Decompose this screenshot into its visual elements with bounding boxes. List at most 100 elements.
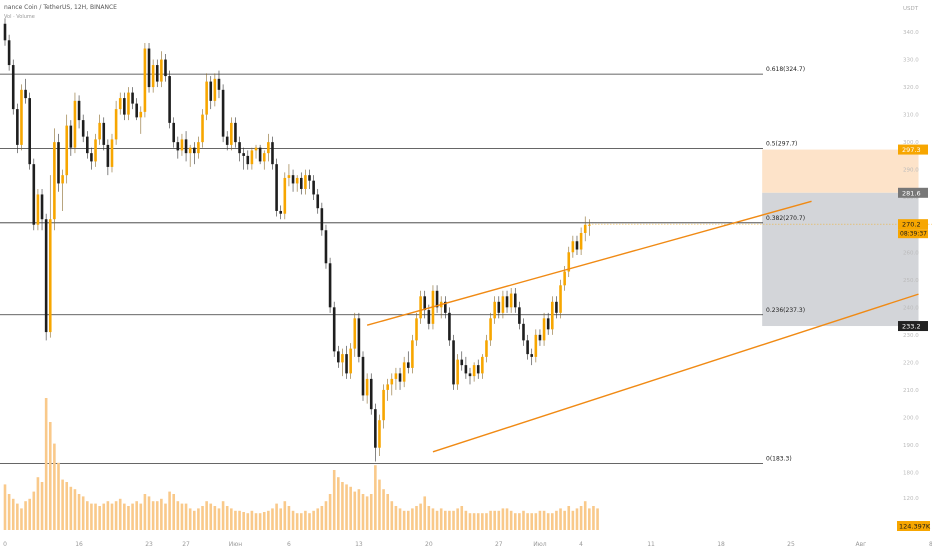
candle [530, 348, 534, 366]
axis-currency-label: USDT [903, 6, 919, 12]
volume-bar [489, 510, 492, 530]
volume-bar [250, 510, 254, 530]
volume-bar [472, 513, 476, 530]
volume-bar [349, 486, 352, 530]
candle-body [3, 23, 7, 41]
candle [209, 76, 213, 110]
volume-bar [205, 501, 208, 530]
volume-bar [48, 422, 52, 530]
candle [57, 133, 60, 192]
volume-bar [431, 508, 435, 530]
candle-body [411, 340, 414, 368]
candle-body [526, 340, 529, 355]
volume-bar [275, 503, 278, 530]
candle [365, 373, 369, 404]
candle-body [160, 59, 163, 82]
candle-body [275, 164, 278, 211]
candle-body [542, 318, 546, 341]
candle-body [279, 210, 283, 214]
candle-body [262, 153, 266, 162]
candle-body [361, 356, 365, 396]
candle-body [102, 122, 106, 145]
candle [493, 296, 496, 324]
countdown-label: 08:39:37 [900, 231, 927, 238]
volume-bar [192, 510, 196, 530]
candle-body [493, 301, 496, 319]
volume-bar [20, 508, 23, 530]
volume-label-text: 124.397K [899, 523, 931, 531]
axis-price-tick: 190.0 [903, 443, 919, 449]
time-axis: 0162327Июн6132027Июл4111825Авг815 [3, 541, 932, 548]
volume-bar [176, 501, 180, 530]
candle-body [295, 177, 299, 184]
price-label-text: 297.3 [902, 146, 921, 154]
candle-body [36, 194, 40, 225]
volume-bar [328, 494, 332, 530]
candle [225, 131, 229, 151]
volume-bar [299, 513, 303, 530]
candle-body [16, 109, 19, 145]
volume-bar [555, 510, 558, 530]
candle [192, 142, 196, 165]
candle-body [563, 271, 566, 286]
volume-bar [357, 489, 361, 530]
candle [546, 312, 550, 335]
volume-bar [7, 494, 11, 530]
axis-time-tick: 18 [717, 541, 725, 548]
position-zones [762, 149, 919, 327]
candle-body [254, 147, 258, 151]
candle [73, 92, 77, 154]
volume-bar [287, 506, 291, 530]
candle [444, 296, 447, 319]
candle-body [382, 389, 385, 421]
candle [571, 235, 575, 258]
candle-body [250, 150, 254, 165]
candle-body [550, 301, 554, 330]
candle-body [328, 263, 332, 308]
candle-body [534, 334, 538, 357]
candle-body [505, 296, 509, 308]
candle-body [271, 142, 274, 165]
axis-price-tick: 210.0 [903, 388, 919, 394]
candle [230, 117, 233, 151]
candle-body [427, 310, 431, 324]
price-label-text: 281.6 [902, 189, 921, 197]
price-label-bg [898, 144, 928, 155]
volume-bar [583, 501, 587, 530]
candle [588, 219, 591, 236]
volume-bar [320, 506, 324, 530]
candle-body [180, 139, 184, 151]
candle [114, 100, 118, 145]
volume-bar [209, 503, 213, 530]
candle [118, 92, 122, 115]
candle [324, 224, 328, 269]
volume-bar [353, 491, 357, 530]
candle [559, 279, 562, 319]
fib-level-label: 0.618(324.7) [766, 66, 805, 73]
volume-bar [81, 496, 85, 530]
candle [279, 205, 283, 220]
candle-body [24, 89, 27, 99]
volume-bar [242, 512, 245, 530]
candle-body [77, 100, 81, 121]
candle-body [357, 318, 361, 357]
volume-bar [98, 506, 101, 530]
candle-body [217, 78, 221, 90]
candle [151, 59, 155, 93]
volume-bar [456, 508, 459, 530]
candle [522, 318, 525, 346]
candle-body [106, 144, 110, 167]
candle-body [238, 142, 241, 154]
axis-price-tick: 340.0 [903, 30, 919, 36]
volume-bar [501, 508, 505, 530]
volume-bar [406, 510, 410, 530]
volume-bar [485, 513, 488, 530]
candle [254, 144, 258, 159]
axis-price-tick: 180.0 [903, 470, 919, 476]
candle-body [423, 296, 427, 311]
candle [357, 312, 361, 363]
candle [464, 356, 468, 379]
price-label-bg [898, 187, 928, 198]
candle-body [287, 175, 291, 178]
